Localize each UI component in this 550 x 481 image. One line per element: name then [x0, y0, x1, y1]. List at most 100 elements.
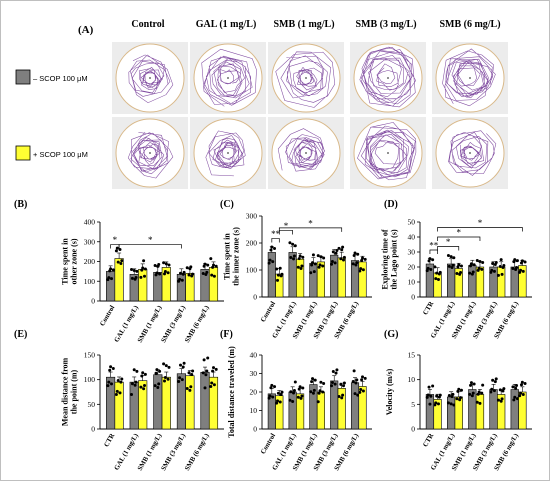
data-point [110, 277, 114, 281]
data-point [135, 369, 139, 373]
panel-label: (D) [384, 199, 398, 210]
data-point [435, 394, 439, 398]
legend-label-plus-scop: + SCOP 100 μM [33, 150, 88, 159]
group-header: SMB (3 mg/L) [355, 19, 416, 30]
data-point [471, 270, 475, 274]
panel-label: (B) [14, 199, 27, 210]
data-point [312, 270, 316, 274]
data-point [489, 390, 493, 394]
data-point [212, 383, 216, 387]
data-point [318, 389, 322, 393]
data-point [130, 382, 134, 386]
data-point [114, 249, 118, 253]
y-tick-label: 30 [250, 369, 258, 378]
data-point [209, 257, 213, 261]
data-point [502, 263, 506, 267]
data-point [428, 402, 432, 406]
data-point [190, 373, 194, 377]
data-point [513, 258, 517, 262]
y-axis-label: Exploring time ofthe Lago point (s) [381, 229, 399, 290]
significance-bracket [118, 244, 182, 249]
data-point [134, 380, 138, 384]
y-tick-label: 30 [408, 248, 416, 257]
data-point [472, 382, 476, 386]
data-point [185, 266, 189, 270]
data-point [201, 371, 205, 375]
swim-path-tiles [112, 42, 508, 189]
data-point [512, 398, 516, 402]
data-point [515, 397, 519, 401]
data-point [162, 362, 166, 366]
data-point [205, 270, 209, 274]
data-point [211, 265, 215, 269]
swim-path-tile [112, 117, 188, 189]
data-point [429, 394, 433, 398]
significance-mark: * [113, 235, 118, 245]
legend: – SCOP 100 μM + SCOP 100 μM [15, 69, 88, 161]
data-point [143, 274, 147, 278]
data-point [310, 380, 314, 384]
swim-path-tile [350, 42, 426, 114]
data-point [309, 271, 313, 275]
data-point [446, 401, 450, 405]
data-point [433, 265, 437, 269]
data-point [291, 242, 295, 246]
legend-label-minus-scop: – SCOP 100 μM [33, 74, 88, 83]
data-point [268, 394, 272, 398]
data-point [436, 277, 440, 281]
data-point [360, 259, 364, 263]
data-point [209, 384, 213, 388]
y-tick-label: 0 [91, 297, 95, 306]
data-point [205, 369, 209, 373]
data-point [292, 257, 296, 261]
data-point [153, 263, 157, 267]
swim-path-tile [112, 42, 188, 114]
data-point [361, 256, 365, 260]
data-point [330, 259, 334, 263]
data-point [519, 268, 523, 272]
panel-label: (E) [14, 329, 27, 340]
data-point [212, 263, 216, 267]
bar [475, 394, 485, 430]
data-point [330, 262, 334, 266]
data-point [334, 251, 338, 255]
data-point [352, 253, 356, 257]
data-point [142, 387, 146, 391]
data-point [435, 271, 439, 275]
data-point [298, 385, 302, 389]
significance-bracket [437, 246, 460, 251]
data-point [143, 372, 147, 376]
data-point [202, 358, 206, 362]
data-point [182, 270, 186, 274]
data-point [271, 260, 275, 264]
data-point [459, 388, 463, 392]
data-point [457, 263, 461, 267]
data-point [446, 253, 450, 257]
data-point [321, 390, 325, 394]
data-point [361, 389, 365, 393]
data-point [309, 390, 313, 394]
bar [275, 273, 284, 298]
data-point [321, 264, 325, 268]
data-point [179, 271, 183, 275]
data-point [468, 271, 472, 275]
bar [161, 376, 171, 430]
data-point [340, 396, 344, 400]
data-point [470, 394, 474, 398]
data-point [107, 276, 111, 280]
bar [106, 271, 116, 302]
data-point [515, 259, 519, 263]
data-point [449, 402, 453, 406]
data-point [185, 387, 189, 391]
bar [309, 262, 318, 298]
data-point [182, 361, 186, 365]
data-point [339, 257, 343, 261]
data-point [292, 391, 296, 395]
data-point [447, 264, 451, 268]
data-point [273, 385, 277, 389]
data-point [426, 393, 430, 397]
data-point [447, 393, 451, 397]
data-point [212, 366, 216, 370]
data-point [143, 384, 147, 388]
data-point [452, 256, 456, 260]
